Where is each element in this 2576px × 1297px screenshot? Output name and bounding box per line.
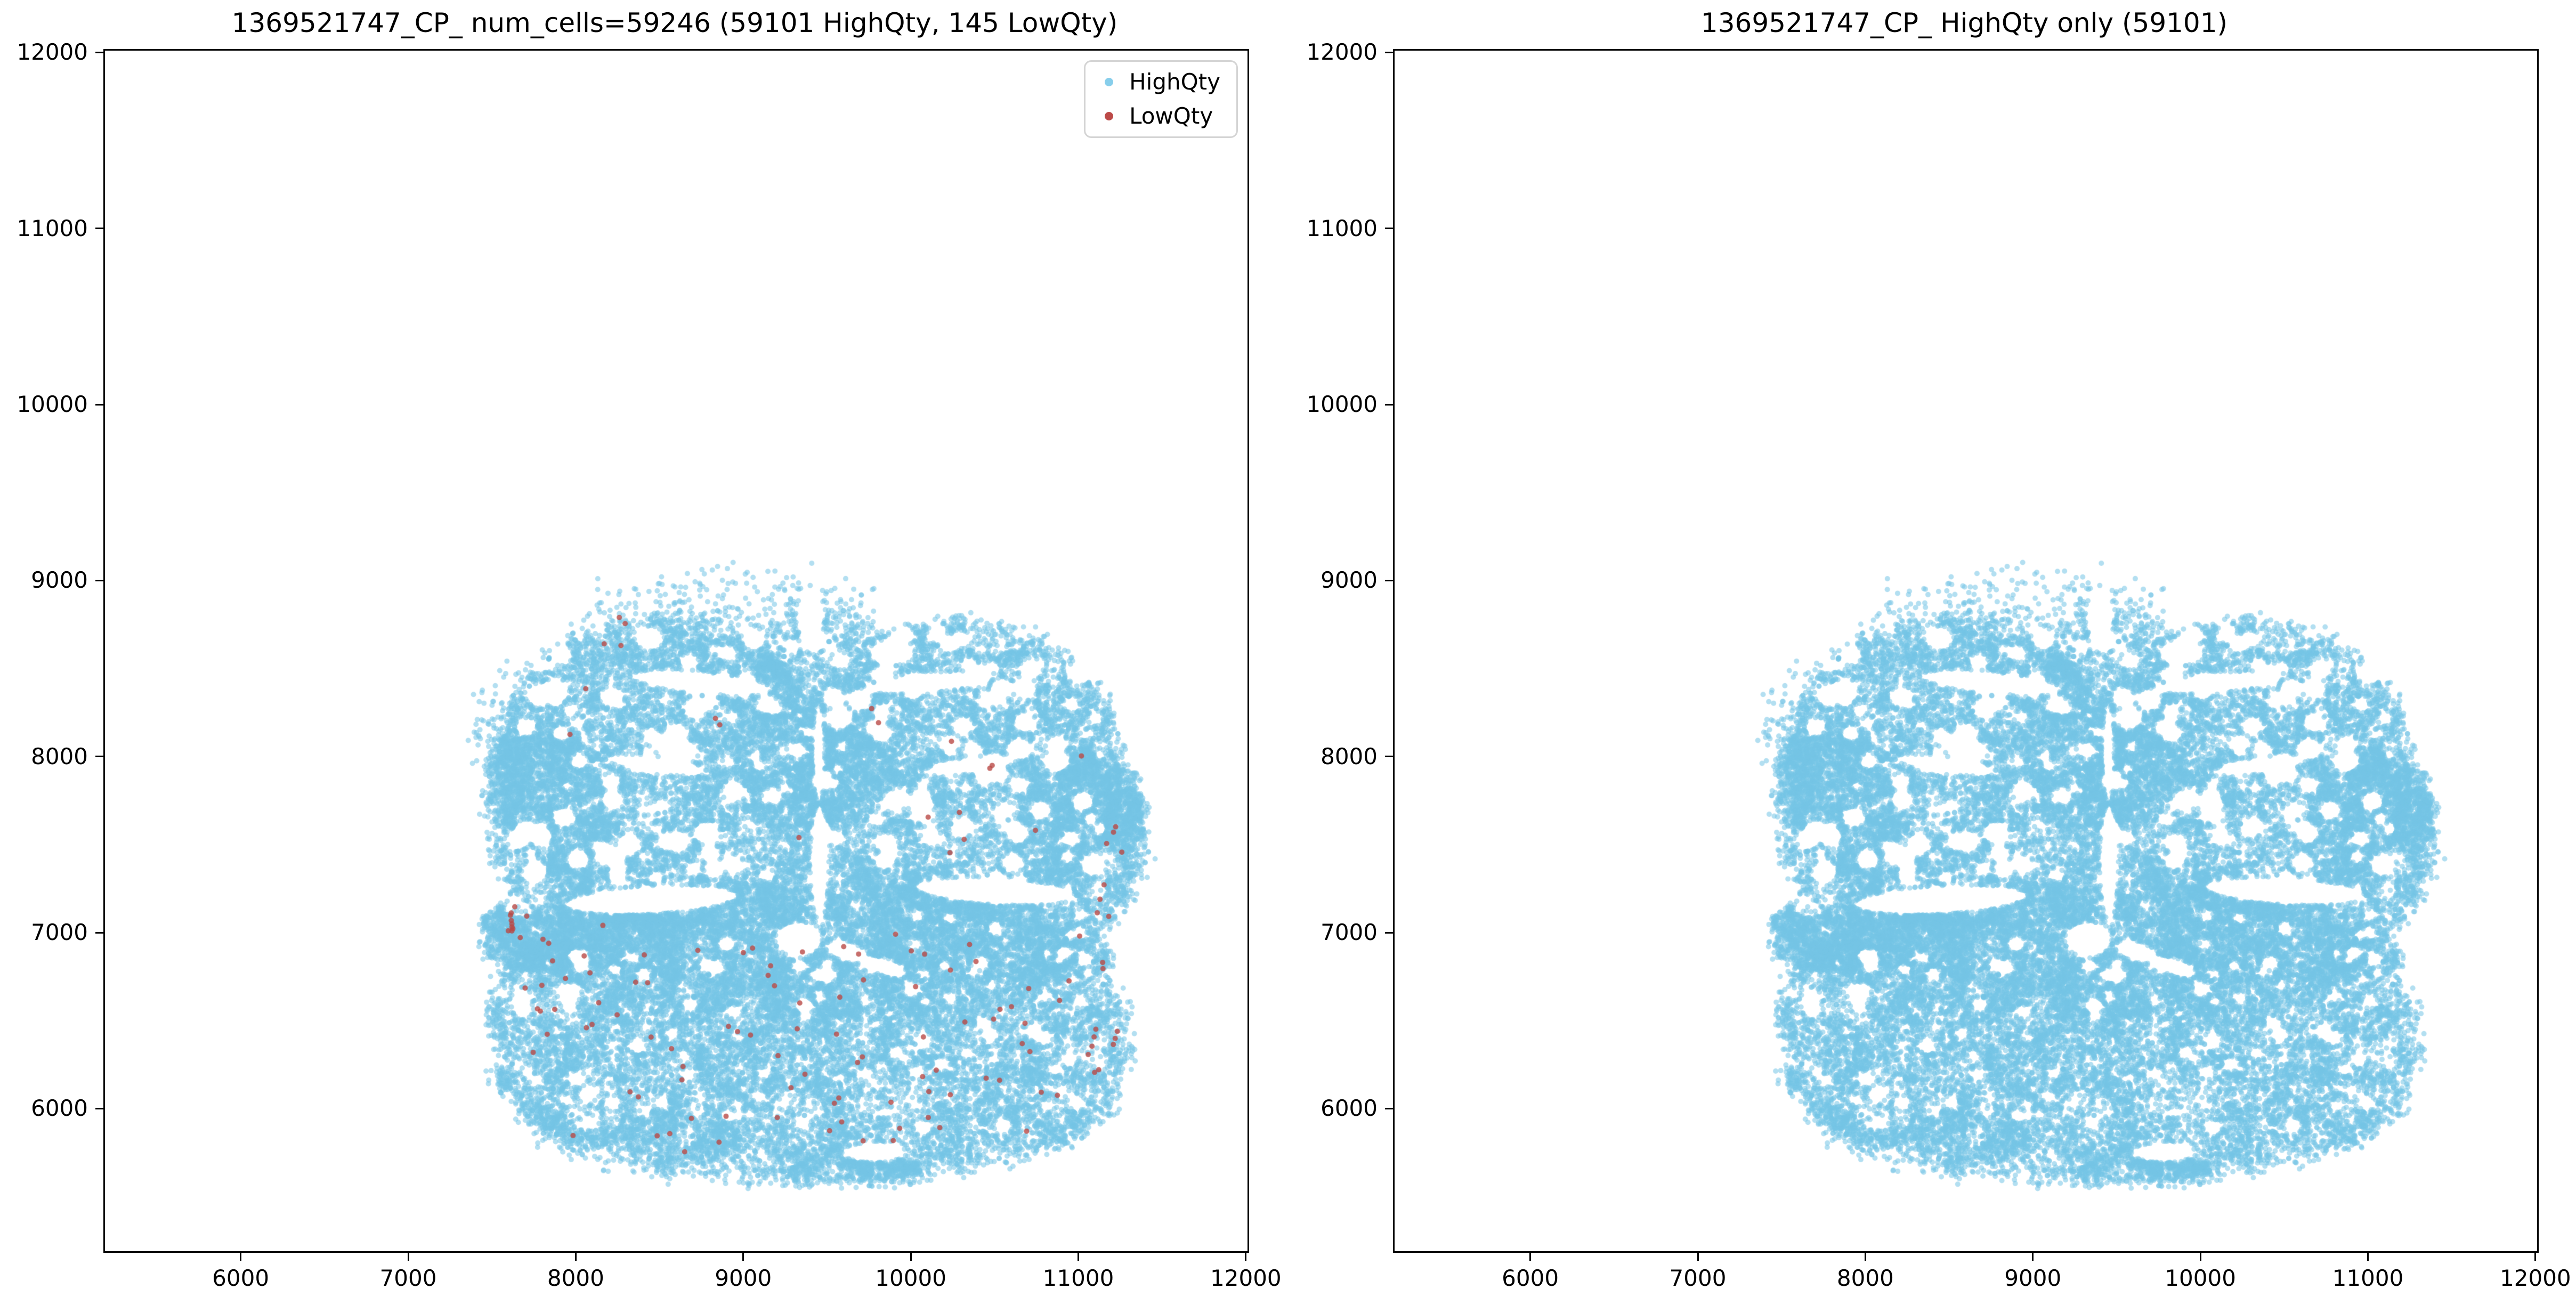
x-tick-label: 8000 [547, 1265, 604, 1291]
left-panel-title: 1369521747_CP_ num_cells=59246 (59101 Hi… [231, 7, 1118, 38]
y-tick-label: 10000 [1306, 391, 1378, 417]
x-tick-mark [574, 1253, 577, 1261]
x-tick-mark [1864, 1253, 1866, 1261]
legend-label-lowqty: LowQty [1129, 103, 1213, 129]
y-tick-mark [1385, 51, 1393, 53]
legend-entry-lowqty: LowQty [1097, 103, 1220, 129]
x-tick-label: 12000 [2500, 1265, 2571, 1291]
legend-label-highqty: HighQty [1129, 69, 1220, 95]
x-tick-label: 6000 [212, 1265, 270, 1291]
x-tick-mark [1697, 1253, 1699, 1261]
x-tick-label: 10000 [875, 1265, 946, 1291]
lowqty-marker-icon [1105, 112, 1114, 120]
x-tick-label: 11000 [2332, 1265, 2404, 1291]
y-tick-label: 7000 [31, 919, 88, 946]
x-tick-mark [407, 1253, 409, 1261]
x-tick-mark [1245, 1253, 1247, 1261]
y-tick-mark [95, 228, 103, 230]
x-tick-mark [2199, 1253, 2201, 1261]
y-tick-label: 9000 [1321, 567, 1378, 594]
legend: HighQty LowQty [1084, 60, 1238, 138]
x-tick-label: 11000 [1042, 1265, 1114, 1291]
y-tick-mark [1385, 756, 1393, 758]
x-tick-label: 7000 [1669, 1265, 1727, 1291]
legend-entry-highqty: HighQty [1097, 69, 1220, 95]
right-panel-title: 1369521747_CP_ HighQty only (59101) [1700, 7, 2228, 38]
x-tick-label: 9000 [715, 1265, 772, 1291]
y-tick-mark [95, 403, 103, 406]
y-tick-label: 8000 [1321, 743, 1378, 769]
y-tick-mark [95, 756, 103, 758]
x-tick-mark [2032, 1253, 2034, 1261]
y-tick-mark [95, 51, 103, 53]
y-tick-label: 11000 [17, 215, 88, 241]
x-tick-label: 7000 [379, 1265, 437, 1291]
right-scatter-canvas [1395, 51, 2537, 1251]
y-tick-mark [1385, 228, 1393, 230]
x-tick-label: 8000 [1836, 1265, 1894, 1291]
x-tick-label: 6000 [1502, 1265, 1559, 1291]
x-tick-label: 9000 [2004, 1265, 2062, 1291]
y-tick-label: 8000 [31, 743, 88, 769]
y-tick-label: 7000 [1321, 919, 1378, 946]
right-axes: 6000 7000 8000 9000 10000 11000 12000 6000 7000 8… [1306, 41, 2571, 1290]
y-tick-mark [1385, 1107, 1393, 1109]
x-tick-label: 12000 [1210, 1265, 1282, 1291]
x-tick-mark [1077, 1253, 1079, 1261]
y-tick-mark [95, 1107, 103, 1109]
y-tick-label: 6000 [1321, 1095, 1378, 1122]
y-tick-label: 12000 [17, 39, 88, 66]
left-scatter-canvas [105, 51, 1248, 1251]
y-tick-mark [1385, 403, 1393, 406]
x-tick-mark [1529, 1253, 1532, 1261]
y-tick-mark [95, 579, 103, 581]
y-tick-label: 6000 [31, 1095, 88, 1122]
left-axes: HighQty LowQty 6000 7000 8000 9000 10000 1100… [17, 41, 1281, 1290]
y-tick-mark [1385, 579, 1393, 581]
x-tick-mark [2367, 1253, 2369, 1261]
highqty-marker-icon [1105, 78, 1114, 86]
y-tick-label: 10000 [17, 391, 88, 417]
y-tick-mark [1385, 931, 1393, 934]
x-tick-mark [742, 1253, 744, 1261]
x-tick-mark [2534, 1253, 2537, 1261]
y-tick-label: 9000 [31, 567, 88, 594]
x-tick-mark [240, 1253, 242, 1261]
y-tick-label: 12000 [1306, 39, 1378, 66]
x-tick-label: 10000 [2165, 1265, 2236, 1291]
y-tick-label: 11000 [1306, 215, 1378, 241]
y-tick-mark [95, 931, 103, 934]
x-tick-mark [910, 1253, 912, 1261]
